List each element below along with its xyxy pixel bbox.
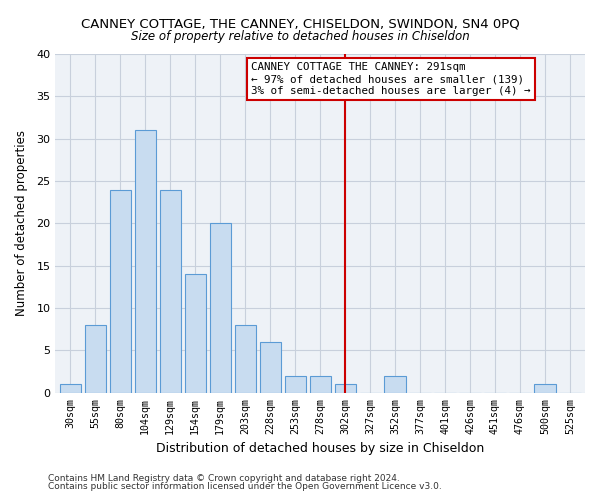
Text: CANNEY COTTAGE THE CANNEY: 291sqm
← 97% of detached houses are smaller (139)
3% : CANNEY COTTAGE THE CANNEY: 291sqm ← 97% … — [251, 62, 531, 96]
Text: Contains public sector information licensed under the Open Government Licence v3: Contains public sector information licen… — [48, 482, 442, 491]
Bar — [160, 190, 181, 393]
Bar — [209, 224, 231, 393]
Text: Size of property relative to detached houses in Chiseldon: Size of property relative to detached ho… — [131, 30, 469, 43]
Bar — [59, 384, 81, 393]
X-axis label: Distribution of detached houses by size in Chiseldon: Distribution of detached houses by size … — [156, 442, 484, 455]
Bar — [310, 376, 331, 393]
Bar — [110, 190, 131, 393]
Bar — [284, 376, 306, 393]
Text: Contains HM Land Registry data © Crown copyright and database right 2024.: Contains HM Land Registry data © Crown c… — [48, 474, 400, 483]
Bar — [134, 130, 156, 393]
Bar — [185, 274, 206, 393]
Bar — [85, 325, 106, 393]
Bar — [335, 384, 356, 393]
Bar — [260, 342, 281, 393]
Text: CANNEY COTTAGE, THE CANNEY, CHISELDON, SWINDON, SN4 0PQ: CANNEY COTTAGE, THE CANNEY, CHISELDON, S… — [80, 18, 520, 30]
Bar — [235, 325, 256, 393]
Bar — [535, 384, 556, 393]
Y-axis label: Number of detached properties: Number of detached properties — [15, 130, 28, 316]
Bar — [385, 376, 406, 393]
